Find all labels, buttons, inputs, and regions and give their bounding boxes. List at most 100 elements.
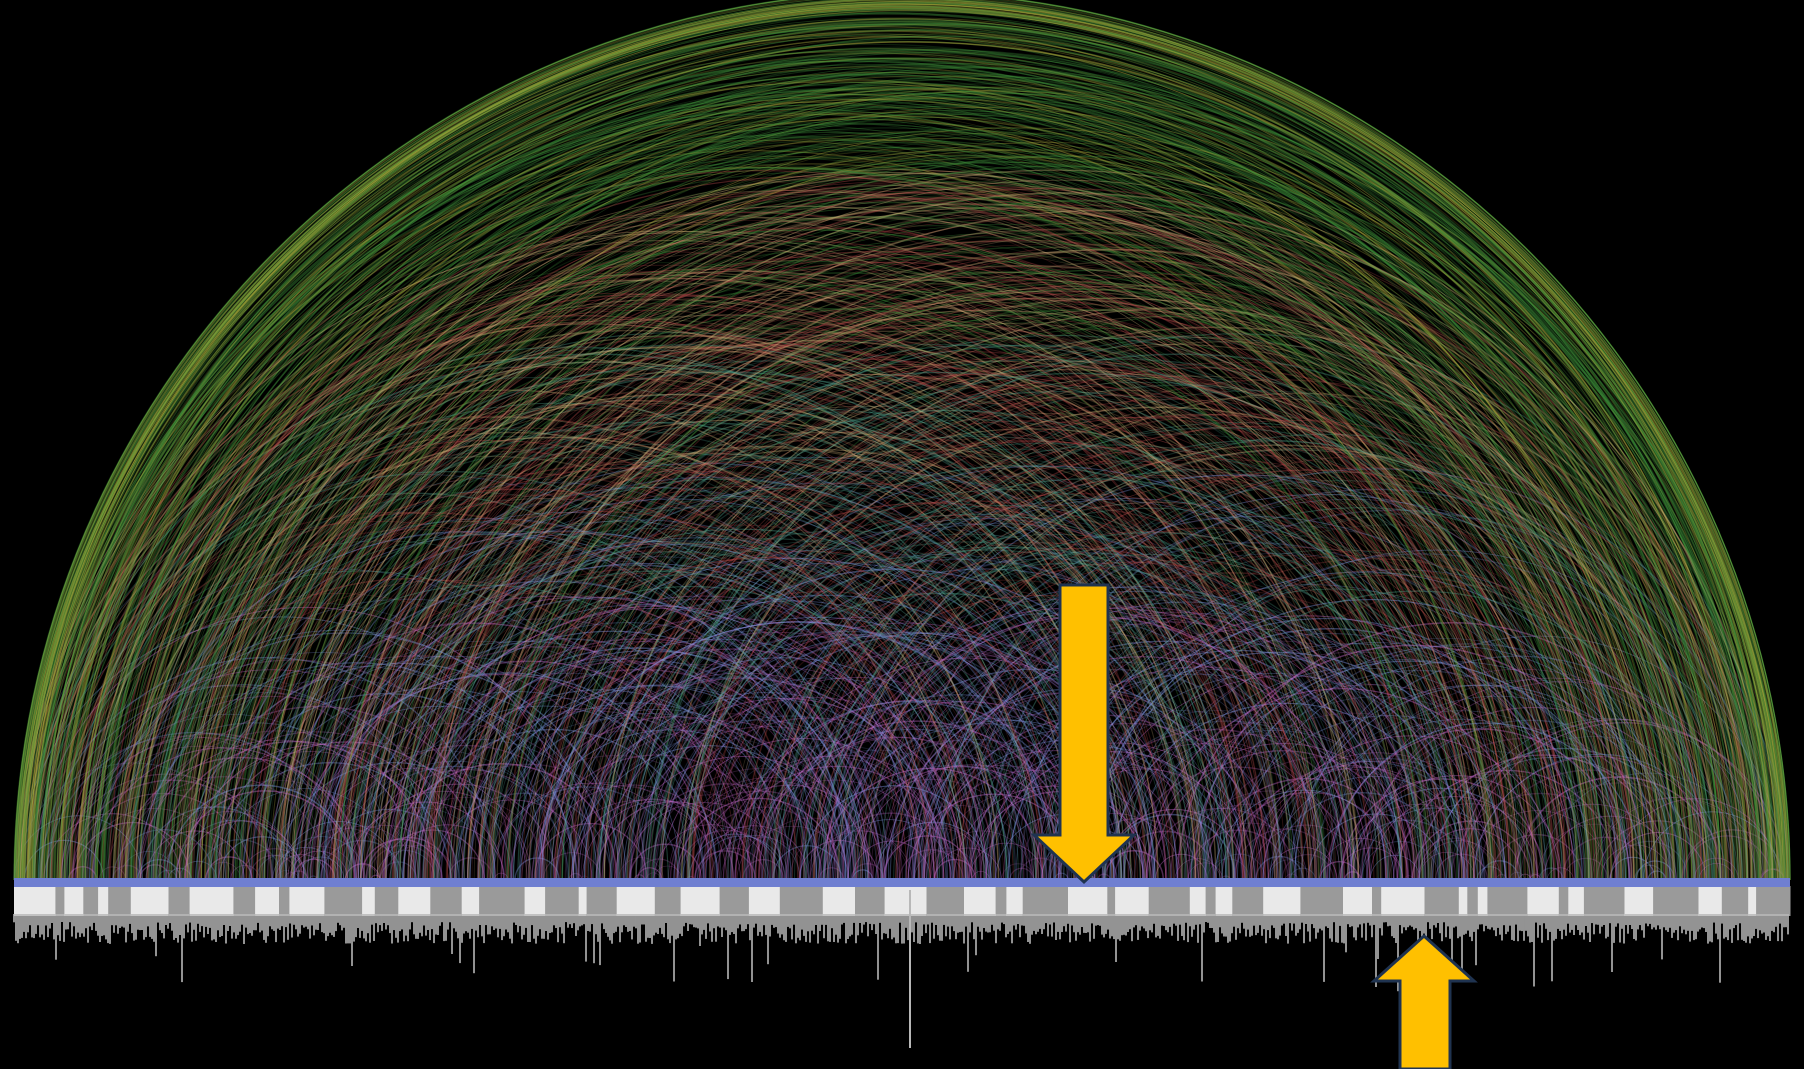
arc (187, 421, 1105, 881)
arc (381, 797, 548, 881)
arc (1450, 792, 1631, 881)
arc (87, 220, 1408, 881)
arc (1538, 867, 1564, 881)
arc (369, 621, 886, 881)
arc (581, 800, 741, 881)
arc (709, 534, 1402, 881)
arc (1290, 710, 1631, 881)
arc (14, 1, 1791, 881)
arc (28, 0, 1789, 881)
arc (1359, 750, 1619, 881)
arc (730, 449, 1592, 881)
arc (227, 292, 1403, 881)
arc (176, 117, 1721, 881)
arc (353, 334, 1445, 881)
arc (136, 665, 575, 881)
arc (336, 760, 575, 881)
segment (430, 886, 463, 916)
segment (719, 886, 750, 916)
arc (757, 476, 1565, 881)
arc (346, 318, 1470, 881)
arc (26, 2, 1783, 881)
arc (1366, 681, 1764, 881)
arc (353, 790, 532, 881)
arc (913, 850, 973, 881)
arc (1434, 853, 1488, 881)
arc (875, 821, 992, 881)
arc (687, 447, 1554, 881)
arc (33, 74, 1663, 881)
arc (659, 631, 1156, 881)
arc (967, 722, 1291, 881)
arc (696, 835, 786, 881)
arc (176, 130, 1675, 881)
arc (351, 252, 1607, 881)
arc (63, 713, 396, 881)
arc (761, 728, 1065, 881)
arc (1004, 549, 1667, 881)
arc (989, 673, 1403, 881)
arc (847, 590, 1426, 881)
arc (311, 660, 751, 881)
arc (424, 315, 1555, 881)
arc (94, 268, 1317, 881)
arc (116, 191, 1510, 881)
arc (31, 1, 1789, 881)
arc (1178, 584, 1770, 881)
arc (14, 0, 1790, 881)
arc (334, 739, 624, 881)
arc (911, 621, 1429, 881)
arc (904, 668, 1328, 881)
arc (207, 345, 1278, 881)
arc (623, 802, 786, 881)
arc (957, 546, 1625, 881)
arc (348, 505, 1098, 881)
arc (1635, 860, 1675, 881)
arc (1446, 718, 1770, 881)
arc (653, 865, 683, 881)
arc (280, 289, 1462, 881)
arc (260, 247, 1526, 881)
arc (130, 72, 1764, 881)
arc (359, 838, 443, 881)
arc (627, 377, 1632, 881)
arc (357, 373, 1371, 881)
arc (17, 0, 1782, 881)
arc (17, 233, 1311, 881)
arc (618, 857, 664, 881)
arc (541, 621, 1059, 881)
arc (241, 687, 627, 881)
arc (21, 23, 1753, 881)
arc (165, 227, 1472, 881)
arc (241, 245, 1511, 881)
arc (174, 819, 296, 881)
arc (184, 197, 1567, 881)
arc (232, 533, 938, 881)
arc (21, 0, 1782, 881)
arc (673, 780, 873, 881)
arc (59, 24, 1772, 881)
arc (102, 268, 1327, 881)
arc (893, 593, 1466, 881)
arc (23, 5, 1773, 881)
arc (205, 856, 253, 881)
arc (467, 281, 1681, 881)
arc (585, 439, 1466, 881)
arc (396, 585, 985, 881)
arc (422, 482, 1231, 881)
segment (324, 886, 363, 916)
arc (329, 358, 1388, 881)
arc (595, 556, 1255, 881)
arc (734, 779, 936, 881)
arc (695, 744, 975, 881)
arc (159, 314, 1291, 881)
arc (436, 222, 1752, 881)
arc (417, 271, 1635, 881)
arc (836, 440, 1715, 881)
arc (1019, 767, 1253, 881)
arc (406, 661, 845, 881)
arc (1250, 824, 1362, 881)
arc (275, 762, 512, 881)
arc (773, 397, 1739, 881)
arc (658, 546, 1325, 881)
